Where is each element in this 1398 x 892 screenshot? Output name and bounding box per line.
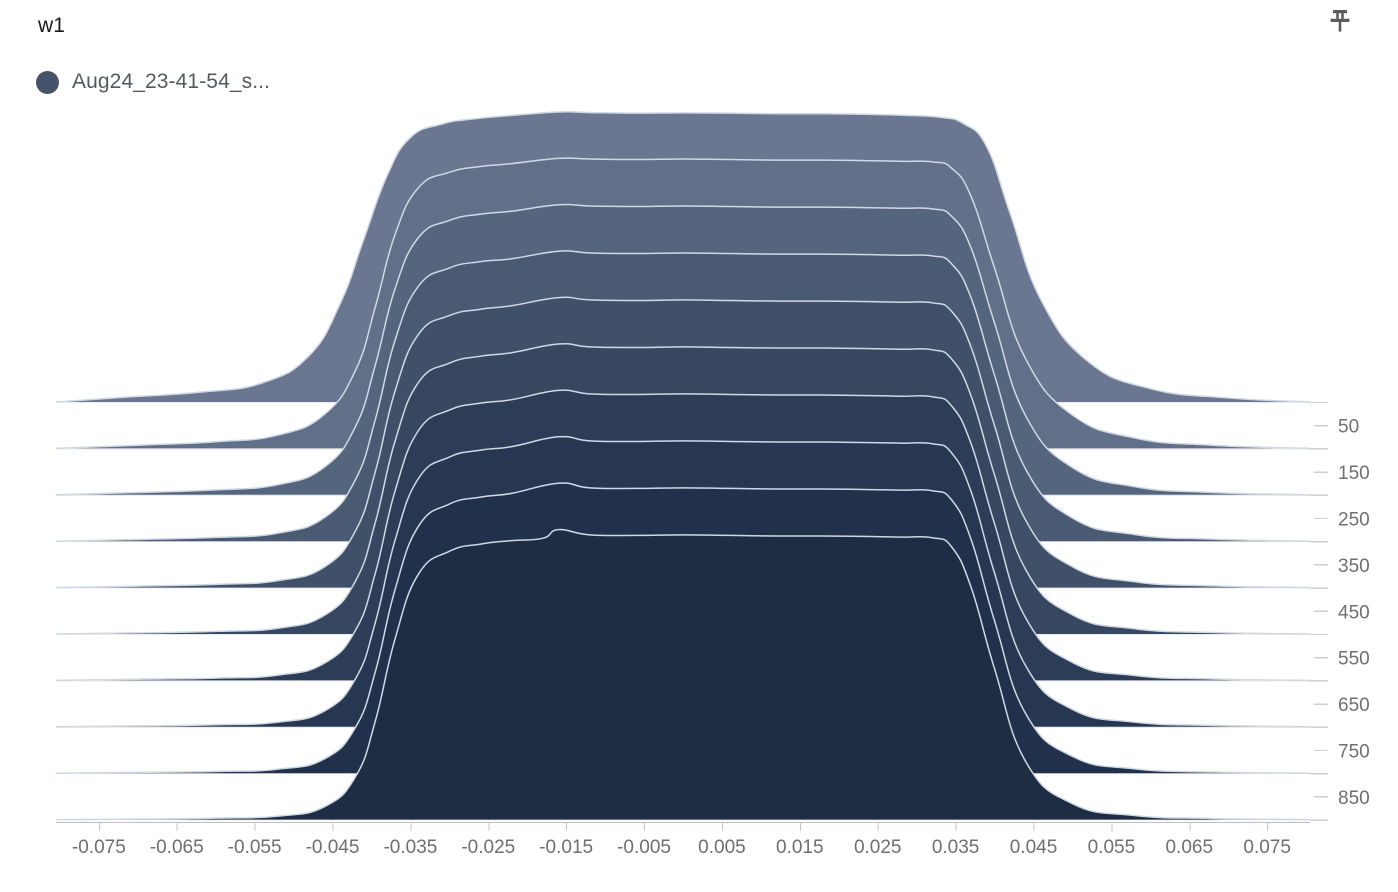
y-tick-label: 350 [1338,556,1370,577]
y-tick-label: 50 [1338,417,1359,438]
x-tick-label: 0.055 [1088,837,1136,858]
x-tick-label: -0.055 [228,837,282,858]
pushpin-icon[interactable] [1324,6,1356,38]
legend-dot-icon [36,70,59,94]
ridge-outline [55,342,1311,635]
x-tick-label: 0.065 [1165,837,1213,858]
x-tick-label: -0.075 [72,837,126,858]
ridge-outline [55,528,1311,821]
ridge-outline [55,157,1311,450]
x-tick-label: 0.075 [1243,837,1291,858]
x-tick-label: -0.015 [539,837,593,858]
y-tick-label: 550 [1338,649,1370,670]
ridge-outline [55,110,1311,403]
ridge-outline [55,296,1311,589]
page-title: w1 [38,14,66,37]
y-tick-label: 150 [1338,463,1370,484]
y-tick-label: 650 [1338,695,1370,716]
x-tick-label: 0.005 [698,837,746,858]
x-tick-label: -0.035 [383,837,437,858]
x-tick-label: -0.045 [306,837,360,858]
x-axis-ticks: -0.075 -0.065 -0.055 -0.045 -0.035 -0.025 -0.0… [72,822,1291,858]
ridge-outline [55,389,1311,682]
x-tick-label: -0.005 [617,837,671,858]
x-tick-label: 0.015 [776,837,824,858]
ridge-outline [55,250,1311,542]
chart-legend[interactable]: Aug24_23-41-54_s... [36,66,270,98]
ridge-series-group [55,110,1311,821]
ridge-area [56,529,1310,820]
ridge-outline [55,435,1311,728]
x-tick-label: -0.065 [150,837,204,858]
ridge-outline [55,203,1311,496]
x-tick-label: 0.025 [854,837,902,858]
y-tick-label: 450 [1338,602,1370,623]
ridge-outline [55,482,1311,774]
y-axis-ticks: 50 150 250 350 450 550 650 750 850 [1310,401,1370,821]
x-tick-label: 0.035 [932,837,980,858]
y-tick-label: 250 [1338,510,1370,531]
y-tick-label: 850 [1338,788,1370,809]
x-tick-label: 0.045 [1010,837,1058,858]
y-tick-label: 750 [1338,742,1370,763]
legend-item-label: Aug24_23-41-54_s... [72,70,271,93]
x-tick-label: -0.025 [461,837,515,858]
